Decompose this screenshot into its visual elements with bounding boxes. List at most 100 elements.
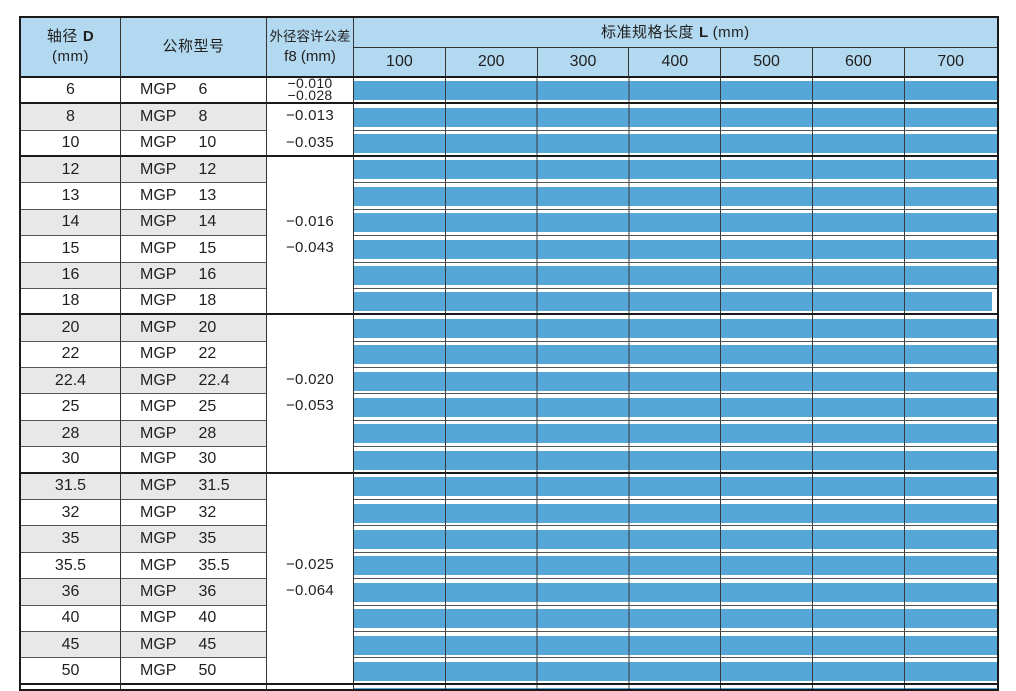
model-size: 10 [198,133,217,151]
diameter-letter: D [82,27,95,45]
model-size: 31.5 [198,477,230,495]
availability-bar [354,213,997,233]
tolerance-cell: −0.025 −0.064 [267,473,354,685]
tolerance-upper: −0.013 [285,107,335,125]
model-size: 28 [198,424,217,442]
partial-length-bar-cell [354,684,997,689]
diameter-unit: (mm) [52,47,89,65]
model-size: 15 [198,239,217,257]
shaft-diameter-cell: 18 [21,288,121,316]
shaft-diameter-cell: 15 [21,236,121,263]
availability-bar [354,450,997,470]
length-bar-cell [354,632,997,659]
shaft-diameter-cell: 28 [21,420,121,448]
model-cell: MGP 32 [121,500,267,527]
length-bar-cell [354,130,997,157]
model-cell: MGP 15 [121,236,267,263]
tolerance-upper: −0.020 [285,371,335,389]
tolerance-label-line2: f8 (mm) [284,47,336,65]
length-bar-cell [354,288,997,316]
tolerance-lower: −0.064 [285,582,335,600]
length-bar-cell [354,394,997,421]
partial-row-cell [121,684,267,689]
model-prefix: MGP [140,133,177,151]
availability-bar [354,186,997,206]
model-cell: MGP 14 [121,209,267,237]
model-size: 30 [198,450,217,468]
availability-bar [354,160,997,180]
model-prefix: MGP [140,661,177,679]
availability-bar [354,371,997,391]
length-bar-cell [354,209,997,237]
shaft-diameter-cell: 32 [21,500,121,527]
model-size: 8 [198,107,208,125]
availability-bar [354,397,997,417]
model-prefix: MGP [140,266,177,284]
length-bar-cell [354,236,997,263]
model-label: 公称型号 [162,37,225,55]
model-cell: MGP 45 [121,632,267,659]
model-size: 16 [198,266,217,284]
availability-bar [354,503,997,523]
tolerance-cell: −0.013 −0.035 [267,104,354,157]
model-cell: MGP 12 [121,156,267,184]
model-cell: MGP 16 [121,262,267,289]
model-prefix: MGP [140,239,177,257]
model-cell: MGP 35.5 [121,552,267,580]
tolerance-lower: −0.043 [285,239,335,257]
model-prefix: MGP [140,160,177,178]
model-prefix: MGP [140,292,177,310]
shaft-diameter-cell: 6 [21,77,121,105]
availability-bar [354,81,997,101]
availability-bar [354,424,997,444]
model-prefix: MGP [140,556,177,574]
model-cell: MGP 22.4 [121,368,267,395]
model-prefix: MGP [140,450,177,468]
tolerance-cell: −0.020 −0.053 [267,315,354,474]
shaft-diameter-cell: 31.5 [21,473,121,501]
model-prefix: MGP [140,530,177,548]
diameter-label: 轴径 [46,27,78,45]
shaft-diameter-cell: 35.5 [21,552,121,580]
availability-bar [354,609,997,629]
shaft-diameter-cell: 12 [21,156,121,184]
length-tick: 100 [354,48,446,78]
model-prefix: MGP [140,424,177,442]
availability-bar [354,529,997,549]
model-prefix: MGP [140,213,177,231]
length-tick: 300 [537,48,630,78]
length-bar-cell [354,368,997,395]
model-cell: MGP 30 [121,447,267,474]
model-size: 22 [198,345,217,363]
length-tick: 700 [904,48,997,78]
model-cell: MGP 36 [121,579,267,606]
model-prefix: MGP [140,345,177,363]
availability-bar [354,134,997,154]
header-shaft-diameter: 轴径 D (mm) [21,18,121,78]
shaft-diameter-cell: 13 [21,183,121,210]
model-prefix: MGP [140,582,177,600]
availability-bar [354,292,992,312]
shaft-diameter-cell: 25 [21,394,121,421]
shaft-diameter-cell: 20 [21,315,121,342]
tolerance-label-line1: 外径容许公差 [269,28,351,44]
length-bar-cell [354,156,997,184]
tolerance-upper: −0.010 [287,75,333,92]
tolerance-lower: −0.028 [287,86,333,103]
model-cell: MGP 50 [121,658,267,685]
model-cell: MGP 13 [121,183,267,210]
model-size: 35.5 [198,556,230,574]
length-bar-cell [354,500,997,527]
availability-bar [354,635,997,655]
model-prefix: MGP [140,609,177,627]
availability-bar [354,345,997,365]
length-bar-cell [354,447,997,474]
tolerance-cell: −0.016 −0.043 [267,156,354,316]
header-standard-length: 标准规格长度 L (mm) [354,18,997,48]
length-tick: 200 [445,48,538,78]
length-bar-cell [354,420,997,448]
partial-row-cell [21,684,121,689]
length-unit: (mm) [712,23,750,41]
shaft-diameter-cell: 40 [21,605,121,632]
length-bar-cell [354,473,997,501]
